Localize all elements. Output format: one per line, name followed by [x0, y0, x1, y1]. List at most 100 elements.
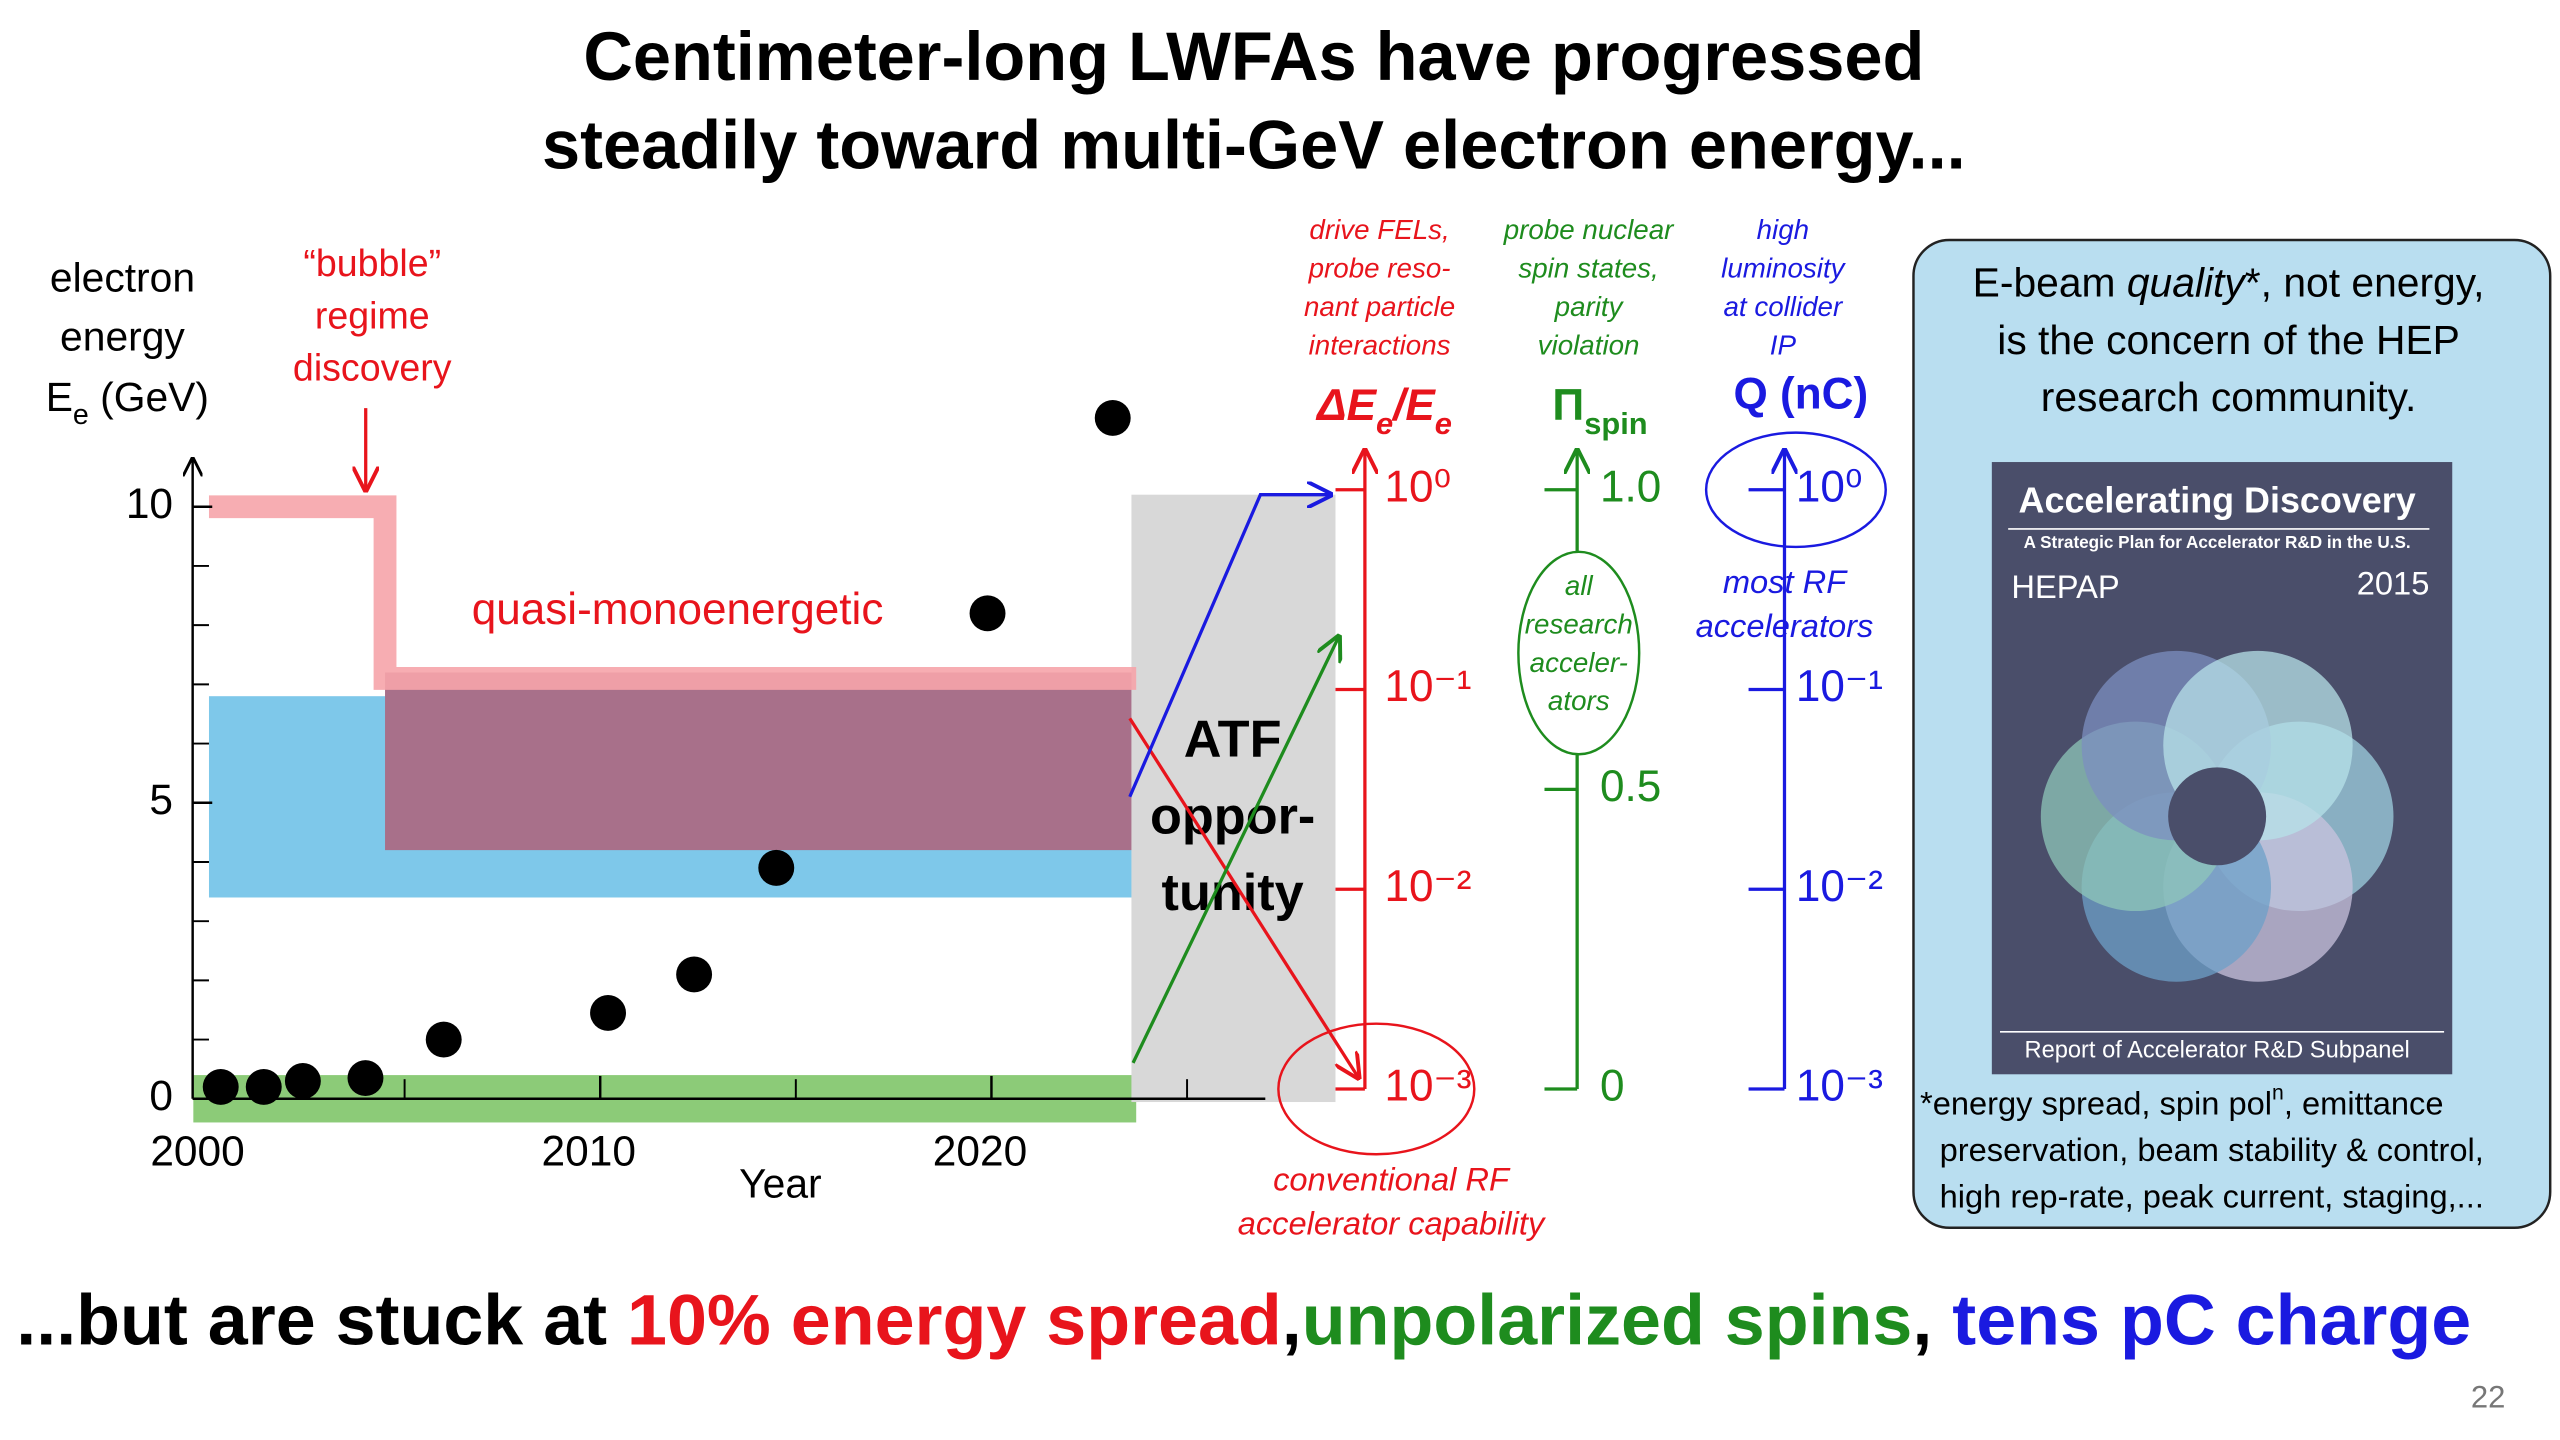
box-text-part: E-beam — [1973, 259, 2127, 305]
scale-description: parity — [1554, 291, 1625, 322]
y-axis-label: energy — [60, 313, 185, 359]
footnote-part: preservation, beam stability & control, — [1940, 1130, 2484, 1167]
bubble-label: discovery — [293, 347, 452, 389]
data-point — [425, 1021, 462, 1058]
bubble-label: regime — [315, 294, 430, 336]
note-ellipse — [1517, 550, 1641, 756]
scale-description: spin states, — [1518, 253, 1658, 284]
bottom-part: unpolarized spins — [1302, 1281, 1913, 1361]
scale-description: luminosity — [1721, 253, 1846, 284]
scale-title-part: /E — [1391, 381, 1436, 430]
scale-tick-label: 0 — [1600, 1062, 1625, 1111]
scale-description: IP — [1770, 329, 1797, 360]
cover-title: Accelerating Discovery — [2019, 479, 2416, 520]
y-tick-label: 10 — [126, 480, 173, 527]
scale-title-part: Q (nC) — [1733, 369, 1868, 418]
footnote-part: n — [2272, 1081, 2284, 1104]
scale-title-part: ΔE — [1315, 381, 1378, 430]
bubble-label: “bubble” — [303, 242, 441, 284]
footnote: preservation, beam stability & control, — [1940, 1130, 2484, 1167]
scale-description: nant particle — [1304, 291, 1455, 322]
data-point — [969, 595, 1006, 632]
scale-title-part: e — [1435, 406, 1452, 441]
box-text-part: *, not energy, — [2245, 259, 2485, 305]
cover-footer: Report of Accelerator R&D Subpanel — [2025, 1038, 2410, 1064]
cover-org: HEPAP — [2011, 568, 2119, 605]
scale-title: Πspin — [1552, 381, 1647, 441]
arrow-green — [1131, 637, 1339, 1064]
scale-description: at collider — [1723, 291, 1844, 322]
scale-title: Q (nC) — [1733, 369, 1868, 418]
scale-description: interactions — [1309, 329, 1451, 360]
data-point — [284, 1063, 321, 1099]
footnote: *energy spread, spin poln, emittance — [1920, 1081, 2444, 1121]
scale-note: acceler- — [1530, 647, 1628, 678]
box-text: is the concern of the HEP — [1997, 317, 2460, 363]
bottom-part: ...but are stuck at — [16, 1281, 627, 1361]
highlight-ellipse — [1277, 1022, 1476, 1156]
box-text-part: research community. — [2041, 374, 2417, 420]
scale-tick-label: 10⁻² — [1384, 862, 1471, 911]
arrow-red — [1128, 717, 1359, 1077]
scale-tick-label: 10⁻³ — [1384, 1062, 1471, 1111]
data-point — [245, 1068, 282, 1105]
atf-region — [1131, 494, 1336, 1103]
data-point — [758, 849, 795, 886]
page-number: 22 — [2471, 1379, 2506, 1414]
slide-title: steadily toward multi-GeV electron energ… — [542, 106, 1966, 183]
scale-tick-label: 10⁻³ — [1796, 1062, 1883, 1111]
footnote-part: high rep-rate, peak current, staging,... — [1940, 1177, 2484, 1214]
y-tick-label: 5 — [149, 776, 173, 823]
cover-subtitle: A Strategic Plan for Accelerator R&D in … — [2024, 532, 2411, 552]
scale-tick-label: 10⁻² — [1796, 862, 1883, 911]
box-text-part: is the concern of the HEP — [1997, 317, 2460, 363]
y-axis-label: electron — [50, 255, 195, 301]
data-point — [202, 1068, 239, 1105]
scale-tick-label: 10⁻¹ — [1796, 662, 1883, 711]
atf-label: ATF — [1184, 711, 1282, 769]
scale-title-part: Π — [1552, 381, 1584, 430]
atf-label: tunity — [1162, 864, 1304, 922]
scale-note: all — [1565, 570, 1594, 601]
rf-note: accelerator capability — [1238, 1205, 1546, 1242]
scale-tick-label: 0.5 — [1600, 762, 1661, 811]
y-axis-symbol-part: e — [73, 399, 89, 431]
data-point — [1094, 399, 1131, 436]
x-tick-label: 2010 — [542, 1128, 636, 1175]
y-axis-symbol-part: (GeV) — [89, 374, 209, 420]
scale-title: ΔEe/Ee — [1315, 381, 1452, 441]
data-point — [590, 994, 626, 1031]
scale-tick-label: 1.0 — [1600, 462, 1661, 511]
scale-title-part: spin — [1584, 406, 1647, 441]
scale-tick-label: 10⁰ — [1384, 462, 1451, 511]
scale-tick-label: 10⁰ — [1796, 462, 1863, 511]
band — [385, 672, 1137, 851]
bottom-part: , — [1912, 1281, 1952, 1361]
bottom-part: , — [1282, 1281, 1302, 1361]
scale-description: probe nuclear — [1503, 214, 1675, 245]
scale-note: accelerators — [1696, 607, 1874, 644]
x-tick-label: 2000 — [150, 1128, 244, 1175]
step-band — [208, 495, 1137, 690]
cover-swirl-center — [2168, 767, 2267, 866]
slide-title: Centimeter-long LWFAs have progressed — [583, 18, 1924, 95]
scale-description: probe reso- — [1308, 253, 1451, 284]
bottom-line: ...but are stuck at 10% energy spread,un… — [16, 1281, 2471, 1361]
band-label: quasi-monoenergetic — [472, 585, 884, 634]
x-axis-label: Year — [739, 1161, 821, 1207]
box-text: research community. — [2041, 374, 2417, 420]
box-text: E-beam quality*, not energy, — [1973, 259, 2485, 305]
scale-description: drive FELs, — [1309, 214, 1449, 245]
footnote: high rep-rate, peak current, staging,... — [1940, 1177, 2484, 1214]
y-axis-symbol: Ee (GeV) — [46, 374, 209, 431]
scale-tick-label: 10⁻¹ — [1384, 662, 1471, 711]
x-tick-label: 2020 — [933, 1128, 1027, 1175]
scale-note: ators — [1548, 685, 1610, 716]
footnote-part: , emittance — [2284, 1084, 2444, 1121]
y-tick-label: 0 — [149, 1072, 173, 1119]
scale-title-part: e — [1376, 406, 1393, 441]
scale-note: most RF — [1723, 563, 1848, 600]
box-text-part: quality — [2127, 259, 2248, 305]
data-point — [676, 956, 713, 993]
